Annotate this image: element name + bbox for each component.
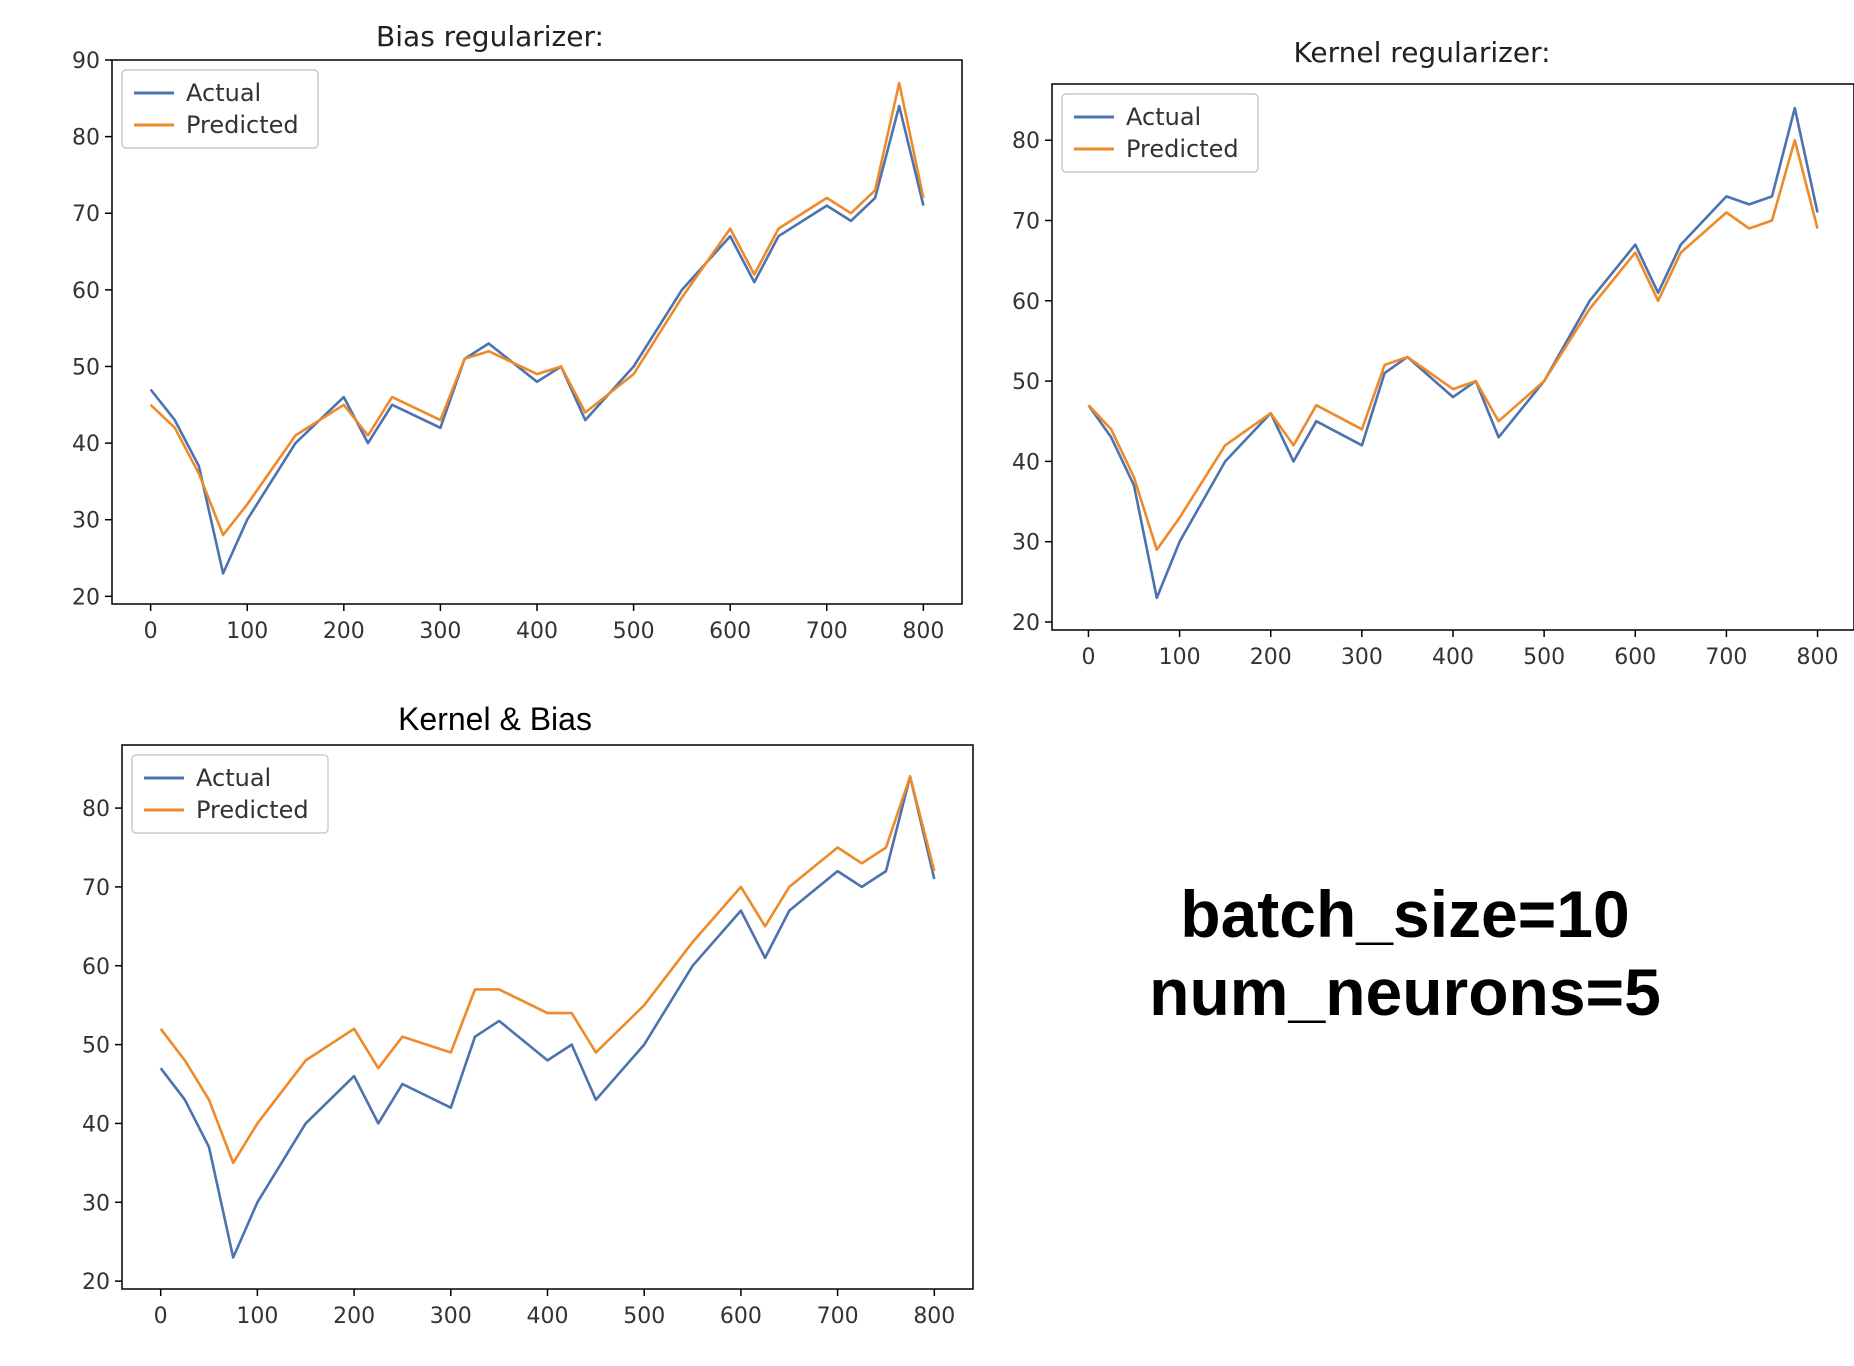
y-tick-label: 50 [1012,370,1040,395]
chart-kernel-regularizer: Kernel regularizer: 0 100 200 300 400 500 600 7… [990,30,1854,670]
x-tick-label: 100 [236,1304,278,1329]
x-tick-label: 600 [1614,645,1656,670]
x-tick-label: 600 [709,619,751,644]
x-tick-label: 0 [154,1304,168,1329]
legend-label: Actual [186,79,261,107]
x-tick-label: 500 [623,1304,665,1329]
series-line-actual [159,775,936,1259]
x-tick-label: 0 [1081,645,1095,670]
x-tick-label: 200 [1250,645,1292,670]
x-tick-label: 800 [913,1304,955,1329]
x-tick-label: 700 [817,1304,859,1329]
x-tick-label: 300 [430,1304,472,1329]
x-tick-label: 500 [1523,645,1565,670]
y-tick-label: 20 [72,585,100,610]
legend-label: Predicted [196,796,309,824]
x-tick-label: 700 [806,619,848,644]
y-tick-label: 40 [82,1112,110,1137]
y-tick-label: 30 [82,1191,110,1216]
y-tick-label: 70 [1012,210,1040,235]
legend-box [131,754,329,834]
plot-svg: 0 100 200 300 400 500 600 700 800 20 30 40 50 60 70 80 A… [1012,83,1854,670]
plot-frame [1051,83,1854,631]
chart-title: Kernel & Bias [398,701,592,737]
chart-bias-regularizer: Bias regularizer: 0 100 200 300 400 500 600 700… [60,10,963,650]
x-tick-label: 200 [323,619,365,644]
plot-frame [121,744,974,1290]
plot-svg: 0 100 200 300 400 500 600 700 800 20 30 40 50 60 70 80 9… [72,49,963,644]
y-tick-label: 40 [1012,450,1040,475]
y-tick-label: 70 [72,202,100,227]
x-tick-label: 700 [1705,645,1747,670]
series-line-predicted [149,81,925,537]
x-tick-label: 500 [613,619,655,644]
chart-kernel-and-bias: Kernel & Bias 0 100 200 300 400 500 600 700 800 2… [65,695,974,1335]
legend-label: Actual [1126,103,1201,131]
chart-title: Bias regularizer: [376,20,604,53]
y-tick-label: 50 [72,355,100,380]
y-tick-label: 20 [82,1270,110,1295]
y-tick-label: 60 [1012,290,1040,315]
x-tick-label: 800 [902,619,944,644]
x-tick-label: 0 [144,619,158,644]
y-tick-label: 60 [82,955,110,980]
annotation-block: batch_size=10 num_neurons=5 [1080,875,1730,1031]
legend-label: Predicted [186,111,299,139]
x-tick-label: 800 [1797,645,1839,670]
x-tick-label: 400 [1432,645,1474,670]
y-tick-label: 20 [1012,611,1040,636]
y-tick-label: 30 [1012,531,1040,556]
legend-box [1061,93,1259,173]
series-line-predicted [1087,138,1819,552]
x-tick-label: 400 [516,619,558,644]
y-tick-label: 70 [82,876,110,901]
y-tick-label: 50 [82,1034,110,1059]
x-tick-label: 100 [226,619,268,644]
chart-title: Kernel regularizer: [1293,36,1551,69]
batch-size-label: batch_size=10 [1180,877,1630,951]
y-tick-label: 30 [72,509,100,534]
series-line-actual [149,104,925,575]
legend-label: Actual [196,764,271,792]
series-line-actual [1087,106,1819,600]
num-neurons-label: num_neurons=5 [1149,955,1661,1029]
x-tick-label: 400 [527,1304,569,1329]
x-tick-label: 600 [720,1304,762,1329]
plot-frame [111,59,963,605]
y-tick-label: 80 [1012,129,1040,154]
x-tick-label: 100 [1159,645,1201,670]
y-tick-label: 40 [72,432,100,457]
legend-label: Predicted [1126,135,1239,163]
x-tick-label: 300 [1341,645,1383,670]
series-line-predicted [159,775,936,1165]
x-tick-label: 300 [419,619,461,644]
y-tick-label: 80 [82,797,110,822]
y-tick-label: 90 [72,49,100,74]
plot-svg: 0 100 200 300 400 500 600 700 800 20 30 40 50 60 70 80 A… [82,744,974,1329]
legend-box [121,69,319,149]
y-tick-label: 60 [72,279,100,304]
x-tick-label: 200 [333,1304,375,1329]
y-tick-label: 80 [72,126,100,151]
